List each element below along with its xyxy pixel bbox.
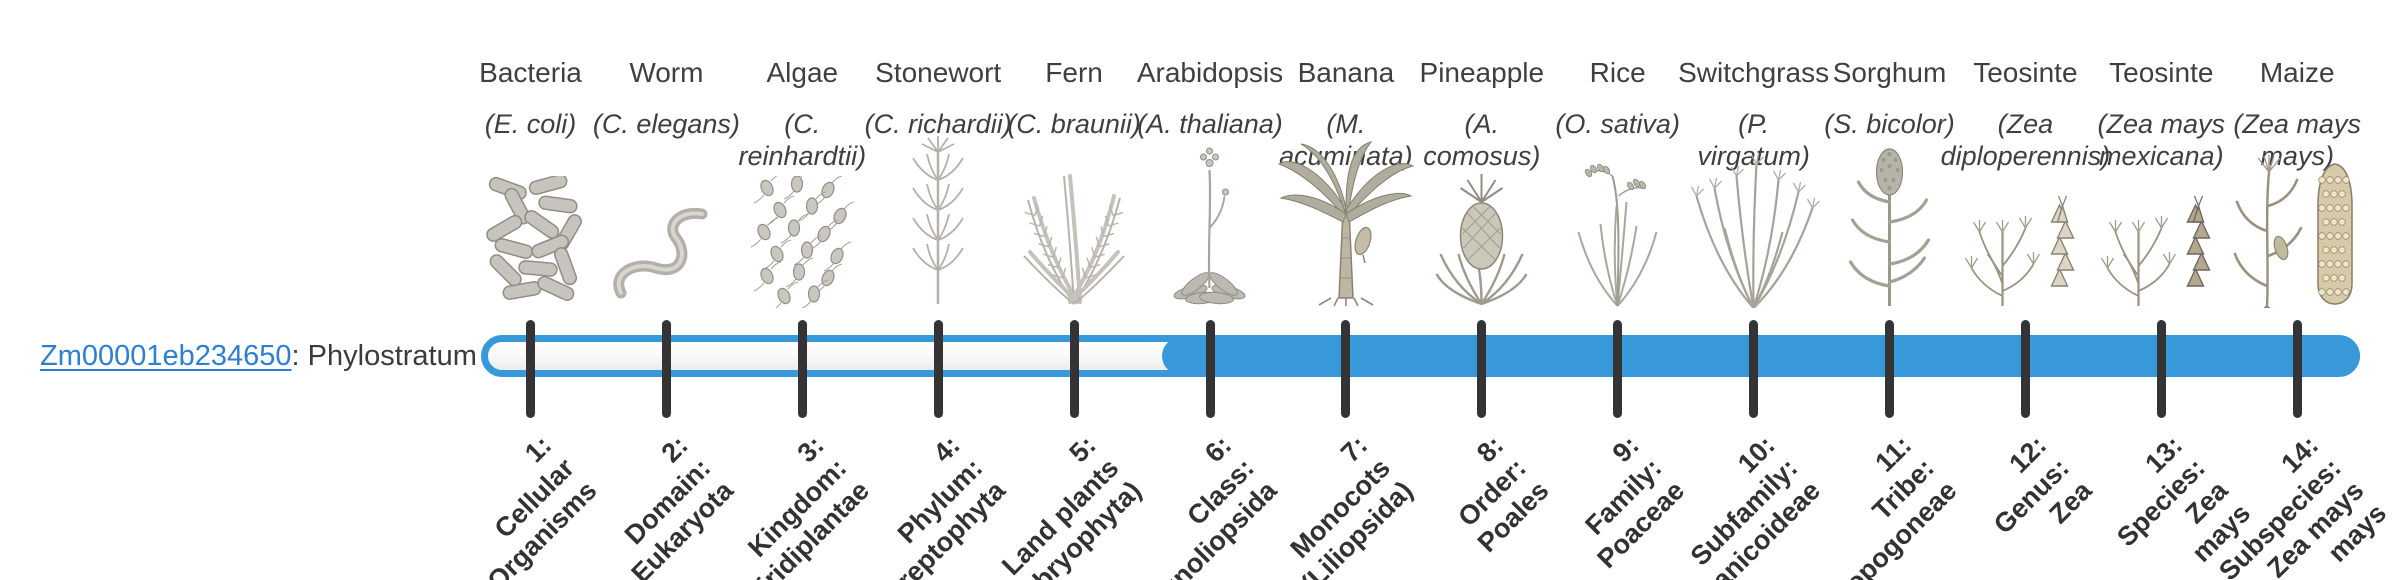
timeline-tick — [1205, 320, 1215, 418]
sorghum-icon — [1805, 148, 1975, 308]
stonewort-icon — [853, 136, 1023, 308]
organism-common-name: Algae — [766, 57, 839, 88]
worm-icon — [581, 172, 751, 308]
banana-icon — [1261, 141, 1431, 308]
organism-scientific-name: (C. braunii) — [1007, 109, 1141, 139]
organism-scientific-name: (A. thaliana) — [1137, 109, 1283, 139]
timeline-tick — [1749, 320, 1759, 418]
bacteria-icon — [446, 172, 616, 308]
phylostratum-label: 7: Monocots (Liliopsida) — [1284, 430, 1419, 580]
organism-common-name: Banana — [1297, 57, 1395, 88]
organism-common-name: Pineapple — [1419, 57, 1545, 88]
organism-column: Banana (M. acuminata) — [1261, 56, 1431, 308]
organism-scientific-name: (Zea diploperennis) — [1940, 109, 2111, 171]
teosinte-mexicana-icon — [2076, 172, 2246, 308]
organism-column: Teosinte (Zea diploperennis) — [1940, 56, 2110, 308]
organism-scientific-name: (S. bicolor) — [1824, 109, 1955, 139]
organism-column: Worm (C. elegans) — [581, 56, 751, 308]
organism-column: Sorghum (S. bicolor) — [1805, 56, 1975, 308]
phylostratum-label: 12: Genus: Zea — [1988, 430, 2098, 540]
gene-phylostratum-text: : Phylostratum 6 — [291, 340, 502, 372]
organism-scientific-name: (O. sativa) — [1555, 109, 1680, 139]
organism-common-name: Teosinte — [2109, 57, 2214, 88]
teosinte-diploperennis-icon — [1940, 172, 2110, 308]
organism-common-name: Worm — [629, 57, 704, 88]
organism-column: Maize (Zea mays mays) — [2212, 56, 2382, 308]
organism-column: Teosinte (Zea mays mexicana) — [2076, 56, 2246, 308]
organism-scientific-name: (C. reinhardtii) — [738, 109, 867, 171]
organism-scientific-name: (C. richardii) — [864, 109, 1012, 139]
organism-column: Fern (C. braunii) — [989, 56, 1159, 308]
organism-common-name: Rice — [1589, 57, 1646, 88]
timeline-tick — [933, 320, 943, 418]
organism-common-name: Fern — [1045, 57, 1103, 88]
switchgrass-icon — [1669, 153, 1839, 308]
organism-scientific-name: (E. coli) — [484, 109, 577, 139]
organism-common-name: Teosinte — [1973, 57, 2078, 88]
timeline-tick — [1613, 320, 1623, 418]
organism-column: Rice (O. sativa) — [1533, 56, 1703, 308]
maize-icon — [2212, 155, 2382, 308]
phylostratum-label: 1: Cellular Organisms — [481, 430, 603, 580]
organism-column: Switchgrass (P. virgatum) — [1669, 56, 1839, 308]
algae-icon — [717, 172, 887, 308]
rice-icon — [1533, 163, 1703, 308]
organism-column: Pineapple (A. comosus) — [1397, 56, 1567, 308]
pineapple-icon — [1397, 172, 1567, 308]
organism-common-name: Stonewort — [875, 57, 1002, 88]
organism-common-name: Sorghum — [1832, 57, 1947, 88]
timeline-tick — [1069, 320, 1079, 418]
organism-common-name: Maize — [2259, 57, 2335, 88]
gene-label: Zm00001eb234650: Phylostratum 6 — [40, 340, 501, 373]
organism-column: Stonewort (C. richardii) — [853, 56, 1023, 308]
timeline-tick — [2156, 320, 2166, 418]
organism-scientific-name: (C. elegans) — [592, 109, 740, 139]
fern-icon — [989, 172, 1159, 308]
arabidopsis-icon — [1125, 147, 1295, 308]
timeline-tick — [2020, 320, 2030, 418]
timeline-tick — [1477, 320, 1487, 418]
organism-common-name: Arabidopsis — [1136, 57, 1284, 88]
timeline-tick — [526, 320, 535, 418]
timeline-tick — [1885, 320, 1894, 418]
organism-column: Algae (C. reinhardtii) — [717, 56, 887, 308]
timeline-tick — [797, 320, 807, 418]
gene-id-link[interactable]: Zm00001eb234650 — [40, 340, 292, 372]
timeline-tick — [661, 320, 671, 418]
organism-scientific-name: (A. comosus) — [1423, 109, 1541, 171]
phylostratum-label: 8: Order: Poales — [1451, 430, 1555, 558]
organism-common-name: Switchgrass — [1678, 57, 1830, 88]
organism-common-name: Bacteria — [479, 57, 582, 88]
organism-column: Bacteria (E. coli) — [446, 56, 616, 308]
organism-scientific-name: (Zea mays mays) — [2233, 109, 2361, 171]
organism-scientific-name: (Zea mays mexicana) — [2097, 109, 2226, 171]
organism-scientific-name: (P. virgatum) — [1697, 109, 1810, 171]
organism-column: Arabidopsis (A. thaliana) — [1125, 56, 1295, 308]
timeline-tick — [2292, 320, 2302, 418]
timeline-tick — [1341, 320, 1351, 418]
